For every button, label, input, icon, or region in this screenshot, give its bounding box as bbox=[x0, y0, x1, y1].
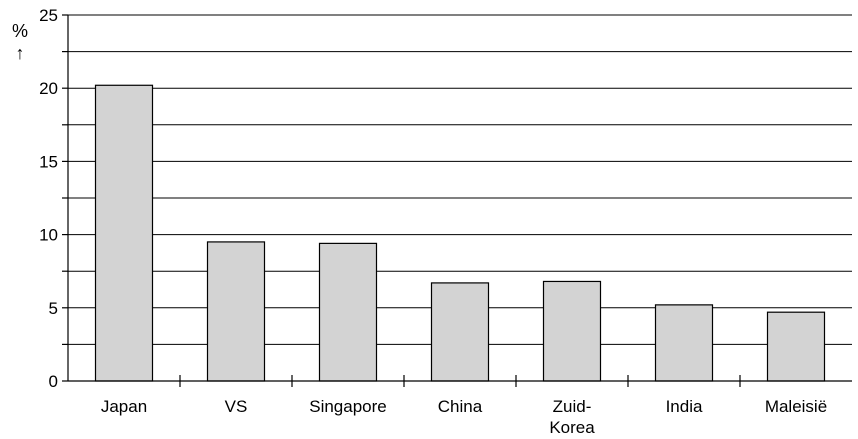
y-tick-label: 20 bbox=[39, 79, 58, 98]
bars bbox=[94, 84, 826, 382]
bar bbox=[542, 280, 602, 382]
x-tick-label: India bbox=[666, 397, 703, 416]
x-tick-label: VS bbox=[225, 397, 248, 416]
bar bbox=[206, 241, 266, 382]
y-tick-label: 5 bbox=[49, 299, 58, 318]
x-tick-label: Singapore bbox=[309, 397, 387, 416]
y-axis-ticks: 0 5 10 15 20 25 bbox=[39, 6, 741, 391]
y-unit-label: % bbox=[12, 21, 28, 41]
bar bbox=[318, 242, 378, 382]
x-tick-label: Korea bbox=[549, 418, 595, 437]
bar bbox=[766, 311, 826, 382]
x-tick-label: Maleisië bbox=[765, 397, 827, 416]
bar bbox=[654, 304, 714, 382]
y-tick-label: 15 bbox=[39, 152, 58, 171]
bar bbox=[94, 84, 154, 382]
y-unit-arrow: ↑ bbox=[16, 43, 25, 63]
x-axis-labels: Japan VS Singapore China Zuid- Korea India Male… bbox=[101, 397, 827, 437]
x-tick-label: Zuid- bbox=[553, 397, 592, 416]
x-tick-label: Japan bbox=[101, 397, 147, 416]
y-tick-label: 0 bbox=[49, 372, 58, 391]
y-tick-label: 25 bbox=[39, 6, 58, 25]
x-tick-label: China bbox=[438, 397, 483, 416]
y-tick-label: 10 bbox=[39, 226, 58, 245]
bar bbox=[430, 282, 490, 382]
gridlines bbox=[68, 14, 852, 345]
